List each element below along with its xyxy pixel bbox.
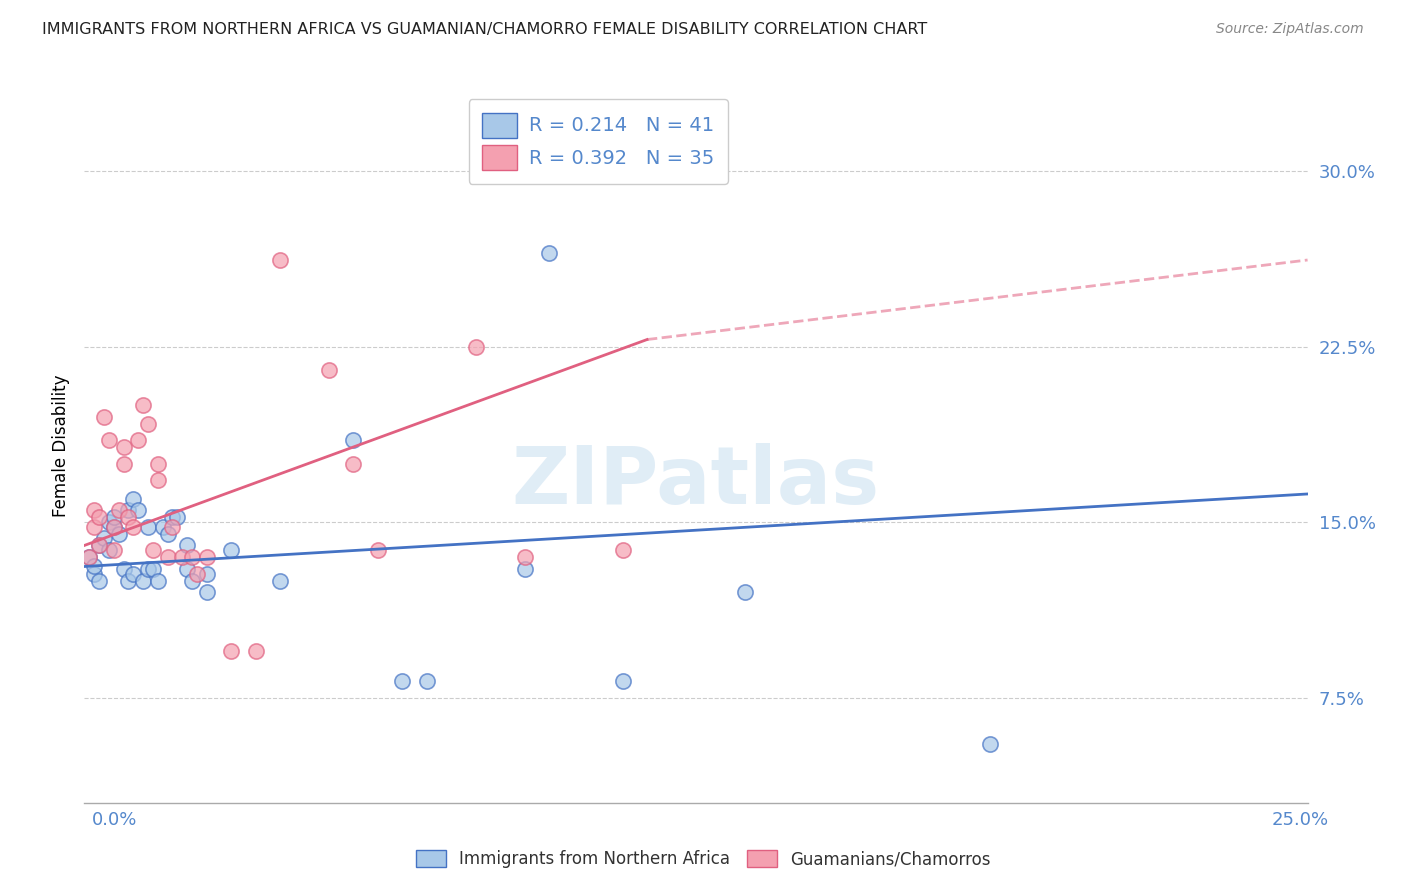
Point: [77, 550, 100, 565]
Point: [122, 566, 145, 581]
Point: [195, 566, 218, 581]
Point: [176, 562, 198, 576]
Point: [245, 644, 267, 658]
Point: [734, 585, 756, 599]
Point: [97, 515, 120, 529]
Point: [156, 526, 179, 541]
Point: [136, 519, 159, 533]
Point: [318, 363, 340, 377]
Point: [391, 674, 413, 689]
Point: [93, 409, 115, 424]
Point: [103, 519, 125, 533]
Point: [146, 473, 169, 487]
Point: [166, 510, 188, 524]
Point: [195, 550, 218, 565]
Point: [979, 737, 1001, 751]
Point: [97, 433, 120, 447]
Point: [152, 519, 174, 533]
Text: ZIPatlas: ZIPatlas: [512, 442, 880, 521]
Point: [176, 538, 198, 552]
Point: [269, 574, 291, 588]
Point: [464, 340, 486, 354]
Point: [142, 562, 165, 576]
Point: [416, 674, 439, 689]
Point: [186, 566, 208, 581]
Point: [367, 543, 389, 558]
Y-axis label: Female Disability: Female Disability: [52, 375, 70, 517]
Point: [97, 543, 120, 558]
Point: [538, 246, 561, 260]
Point: [513, 550, 536, 565]
Point: [146, 574, 169, 588]
Point: [83, 566, 105, 581]
Point: [87, 510, 110, 524]
Point: [181, 550, 204, 565]
Point: [219, 543, 242, 558]
Point: [132, 574, 155, 588]
Point: [219, 644, 242, 658]
Point: [117, 574, 139, 588]
Legend: Immigrants from Northern Africa, Guamanians/Chamorros: Immigrants from Northern Africa, Guamani…: [409, 843, 997, 875]
Point: [269, 252, 291, 267]
Point: [162, 519, 184, 533]
Legend: R = 0.214   N = 41, R = 0.392   N = 35: R = 0.214 N = 41, R = 0.392 N = 35: [468, 99, 728, 184]
Point: [117, 503, 139, 517]
Point: [342, 457, 364, 471]
Point: [107, 526, 129, 541]
Point: [146, 457, 169, 471]
Point: [142, 543, 165, 558]
Point: [83, 519, 105, 533]
Point: [136, 562, 159, 576]
Text: IMMIGRANTS FROM NORTHERN AFRICA VS GUAMANIAN/CHAMORRO FEMALE DISABILITY CORRELAT: IMMIGRANTS FROM NORTHERN AFRICA VS GUAMA…: [42, 22, 928, 37]
Point: [77, 550, 100, 565]
Point: [122, 519, 145, 533]
Point: [612, 674, 634, 689]
Point: [112, 562, 135, 576]
Text: 25.0%: 25.0%: [1271, 811, 1329, 829]
Point: [612, 543, 634, 558]
Point: [93, 532, 115, 546]
Point: [83, 559, 105, 574]
Point: [127, 503, 149, 517]
Text: 0.0%: 0.0%: [91, 811, 136, 829]
Point: [195, 585, 218, 599]
Point: [342, 433, 364, 447]
Point: [107, 503, 129, 517]
Point: [103, 519, 125, 533]
Point: [117, 510, 139, 524]
Point: [172, 550, 194, 565]
Point: [112, 440, 135, 454]
Point: [132, 398, 155, 412]
Point: [122, 491, 145, 506]
Point: [112, 457, 135, 471]
Point: [156, 550, 179, 565]
Point: [136, 417, 159, 431]
Point: [87, 538, 110, 552]
Point: [162, 510, 184, 524]
Point: [87, 574, 110, 588]
Point: [127, 433, 149, 447]
Point: [103, 510, 125, 524]
Point: [83, 503, 105, 517]
Point: [513, 562, 536, 576]
Text: Source: ZipAtlas.com: Source: ZipAtlas.com: [1216, 22, 1364, 37]
Point: [181, 574, 204, 588]
Point: [87, 538, 110, 552]
Point: [103, 543, 125, 558]
